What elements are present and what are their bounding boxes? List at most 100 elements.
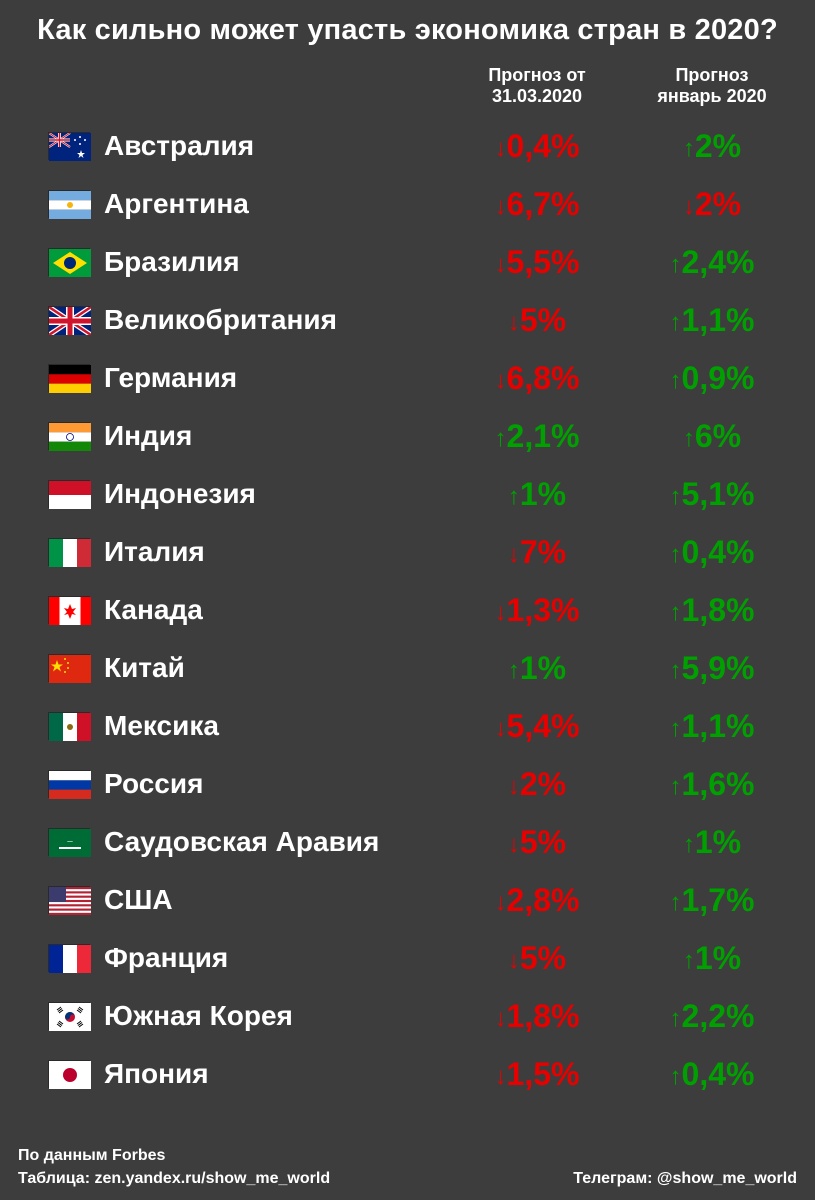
flag-icon xyxy=(48,538,90,566)
arrow-down-icon: ↓ xyxy=(508,947,520,974)
arrow-up-icon: ↑ xyxy=(670,599,682,626)
forecast-march-value: ↓5,5% xyxy=(447,244,627,281)
table-row: Индонезия↑1%↑5,1% xyxy=(18,465,797,523)
country-name: Бразилия xyxy=(104,246,447,278)
table-row: Россия↓2%↑1,6% xyxy=(18,755,797,813)
header-col-1-line-2: 31.03.2020 xyxy=(492,86,582,106)
arrow-down-icon: ↓ xyxy=(495,889,507,916)
value-text: 1,8% xyxy=(682,592,755,628)
arrow-up-icon: ↑ xyxy=(670,251,682,278)
forecast-march-value: ↓5% xyxy=(447,824,627,861)
country-name: Россия xyxy=(104,768,447,800)
forecast-january-value: ↑5,9% xyxy=(627,650,797,687)
arrow-up-icon: ↑ xyxy=(683,831,695,858)
table-row: Мексика↓5,4%↑1,1% xyxy=(18,697,797,755)
country-name: Канада xyxy=(104,594,447,626)
flag-icon xyxy=(48,1060,90,1088)
value-text: 0,4% xyxy=(507,128,580,164)
value-text: 5,4% xyxy=(507,708,580,744)
value-text: 6% xyxy=(695,418,741,454)
forecast-january-value: ↑1,8% xyxy=(627,592,797,629)
value-text: 1% xyxy=(695,940,741,976)
arrow-down-icon: ↓ xyxy=(683,193,695,220)
arrow-up-icon: ↑ xyxy=(508,657,520,684)
arrow-up-icon: ↑ xyxy=(670,309,682,336)
forecast-january-value: ↑1,1% xyxy=(627,302,797,339)
arrow-up-icon: ↑ xyxy=(670,773,682,800)
footer-credit: Таблица: zen.yandex.ru/show_me_world xyxy=(18,1168,330,1190)
flag-icon xyxy=(48,770,90,798)
value-text: 1,1% xyxy=(682,302,755,338)
forecast-january-value: ↓2% xyxy=(627,186,797,223)
flag-icon xyxy=(48,422,90,450)
value-text: 0,4% xyxy=(682,1056,755,1092)
arrow-up-icon: ↑ xyxy=(683,425,695,452)
value-text: 2% xyxy=(695,128,741,164)
country-name: Франция xyxy=(104,942,447,974)
arrow-down-icon: ↓ xyxy=(495,367,507,394)
forecast-january-value: ↑2,2% xyxy=(627,998,797,1035)
forecast-january-value: ↑1% xyxy=(627,824,797,861)
forecast-january-value: ↑2,4% xyxy=(627,244,797,281)
value-text: 2% xyxy=(520,766,566,802)
country-name: Индия xyxy=(104,420,447,452)
forecast-january-value: ↑1,7% xyxy=(627,882,797,919)
table-row: США↓2,8%↑1,7% xyxy=(18,871,797,929)
value-text: 2% xyxy=(695,186,741,222)
arrow-up-icon: ↑ xyxy=(670,715,682,742)
flag-icon xyxy=(48,480,90,508)
arrow-up-icon: ↑ xyxy=(683,135,695,162)
header-col-2-line-1: Прогноз xyxy=(675,65,748,85)
arrow-down-icon: ↓ xyxy=(495,135,507,162)
table-row: Китай↑1%↑5,9% xyxy=(18,639,797,697)
arrow-down-icon: ↓ xyxy=(495,715,507,742)
value-text: 1% xyxy=(520,476,566,512)
table-row: Канада↓1,3%↑1,8% xyxy=(18,581,797,639)
flag-icon xyxy=(48,306,90,334)
table-row: Великобритания↓5%↑1,1% xyxy=(18,291,797,349)
forecast-january-value: ↑1,6% xyxy=(627,766,797,803)
arrow-up-icon: ↑ xyxy=(670,657,682,684)
header-spacer xyxy=(18,65,447,107)
table-row: Австралия↓0,4%↑2% xyxy=(18,117,797,175)
arrow-down-icon: ↓ xyxy=(495,599,507,626)
forecast-march-value: ↓7% xyxy=(447,534,627,571)
svg-text:ـــ: ـــ xyxy=(66,838,73,844)
page-title: Как сильно может упасть экономика стран … xyxy=(18,14,797,47)
flag-icon xyxy=(48,132,90,160)
flag-icon xyxy=(48,596,90,624)
arrow-up-icon: ↑ xyxy=(670,889,682,916)
forecast-march-value: ↓5% xyxy=(447,302,627,339)
country-name: Индонезия xyxy=(104,478,447,510)
value-text: 7% xyxy=(520,534,566,570)
arrow-down-icon: ↓ xyxy=(495,251,507,278)
forecast-january-value: ↑0,9% xyxy=(627,360,797,397)
country-name: Китай xyxy=(104,652,447,684)
country-name: Япония xyxy=(104,1058,447,1090)
country-name: Южная Корея xyxy=(104,1000,447,1032)
forecast-january-value: ↑1% xyxy=(627,940,797,977)
value-text: 1,7% xyxy=(682,882,755,918)
arrow-up-icon: ↑ xyxy=(670,1005,682,1032)
header-col-1-line-1: Прогноз от xyxy=(488,65,585,85)
forecast-march-value: ↑2,1% xyxy=(447,418,627,455)
header-col-1: Прогноз от 31.03.2020 xyxy=(447,65,627,107)
flag-icon xyxy=(48,364,90,392)
arrow-down-icon: ↓ xyxy=(508,831,520,858)
arrow-up-icon: ↑ xyxy=(670,541,682,568)
footer-telegram: Телеграм: @show_me_world xyxy=(573,1170,797,1187)
forecast-march-value: ↑1% xyxy=(447,650,627,687)
table-row: Бразилия↓5,5%↑2,4% xyxy=(18,233,797,291)
column-headers: Прогноз от 31.03.2020 Прогноз январь 202… xyxy=(18,65,797,107)
flag-icon xyxy=(48,190,90,218)
arrow-up-icon: ↑ xyxy=(495,425,507,452)
table-row: Аргентина↓6,7%↓2% xyxy=(18,175,797,233)
value-text: 2,1% xyxy=(507,418,580,454)
flag-icon xyxy=(48,1002,90,1030)
value-text: 1% xyxy=(520,650,566,686)
value-text: 5% xyxy=(520,302,566,338)
value-text: 0,4% xyxy=(682,534,755,570)
data-rows: Австралия↓0,4%↑2%Аргентина↓6,7%↓2%Бразил… xyxy=(18,117,797,1139)
forecast-january-value: ↑0,4% xyxy=(627,1056,797,1093)
forecast-january-value: ↑2% xyxy=(627,128,797,165)
